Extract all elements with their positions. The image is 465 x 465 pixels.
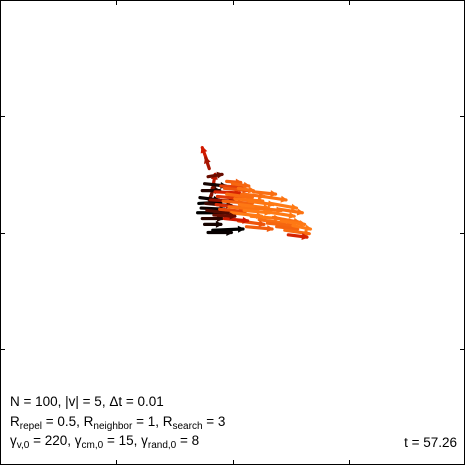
time-readout: t = 57.26 <box>404 435 457 450</box>
agent-head <box>288 211 297 219</box>
agent-arrow <box>251 190 278 198</box>
agent-head <box>204 156 211 164</box>
agent-head <box>299 220 307 228</box>
agent-arrow <box>269 201 299 211</box>
agent-shaft <box>211 227 245 232</box>
agent-markers <box>196 145 313 241</box>
agent-head <box>243 181 251 189</box>
agent-arrow <box>204 156 211 171</box>
agent-head <box>215 220 223 228</box>
agent-head <box>216 171 225 179</box>
agent-arrow <box>222 216 250 224</box>
agent-head <box>237 225 245 233</box>
agent-head <box>301 233 309 241</box>
agent-arrow <box>212 212 237 220</box>
agent-arrow <box>211 225 245 233</box>
agent-head <box>200 145 208 154</box>
params-line-2: Rrepel = 0.5, Rneighbor = 1, Rsearch = 3 <box>10 413 226 432</box>
agent-head <box>280 195 288 203</box>
agent-arrow <box>277 207 305 216</box>
agent-arrow <box>206 171 225 179</box>
agent-head <box>226 229 234 236</box>
agent-arrow <box>279 219 307 228</box>
params-line-1: N = 100, |v| = 5, Δt = 0.01 <box>10 394 164 409</box>
agent-arrow <box>236 186 256 194</box>
agent-arrow <box>291 223 313 232</box>
params-line-3: γv,0 = 220, γcm,0 = 15, γrand,0 = 8 <box>10 433 200 451</box>
simulation-parameters: N = 100, |v| = 5, Δt = 0.01 Rrepel = 0.5… <box>10 392 225 451</box>
agent-arrow <box>261 194 288 203</box>
agent-head <box>242 216 250 224</box>
agent-head <box>258 220 266 228</box>
agent-arrow <box>263 209 297 219</box>
agent-head <box>290 203 299 211</box>
agent-head <box>296 208 305 216</box>
agent-head <box>266 225 275 233</box>
agent-head <box>247 186 256 194</box>
agent-head <box>229 212 237 220</box>
agent-arrow <box>286 233 309 241</box>
agent-arrow <box>244 225 275 233</box>
agent-arrow <box>203 220 223 228</box>
agent-head <box>270 190 278 198</box>
agent-arrow <box>206 229 234 236</box>
agent-arrow <box>230 181 251 189</box>
agent-head <box>304 224 313 232</box>
